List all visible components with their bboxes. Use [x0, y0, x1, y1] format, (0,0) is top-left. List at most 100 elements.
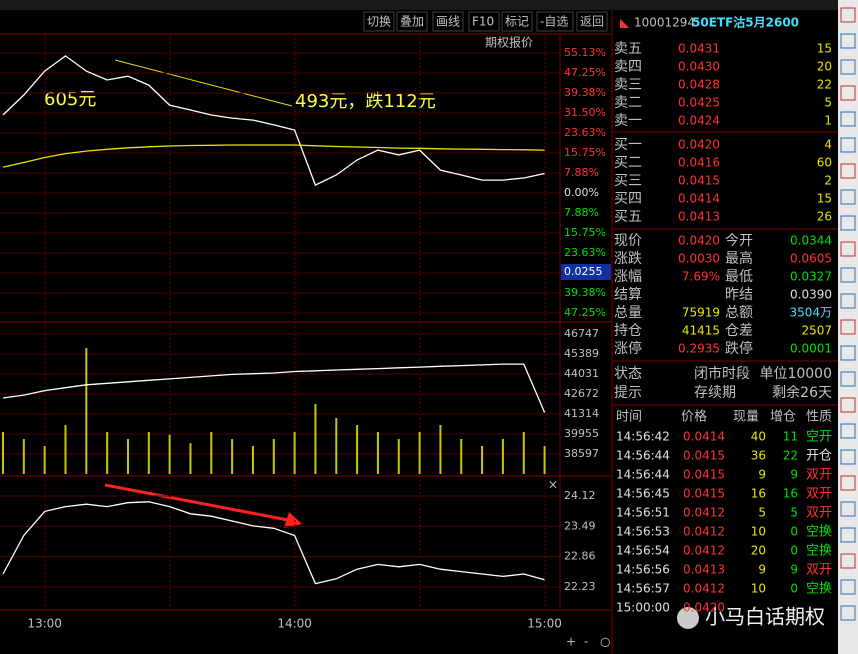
toolbar-button[interactable]: 画线	[436, 15, 460, 29]
book-price: 0.0415	[678, 174, 720, 188]
sidebar-icon[interactable]	[840, 7, 856, 23]
toolbar-button-frame[interactable]	[536, 11, 574, 32]
sidebar-icon[interactable]	[840, 267, 856, 283]
toolbar-button[interactable]: 切换	[367, 15, 391, 29]
arrow	[104, 483, 289, 522]
close-button[interactable]: ×	[548, 478, 558, 492]
trades-header: 性质	[806, 410, 832, 425]
toolbar-button-frame[interactable]	[396, 11, 428, 32]
sidebar-icon[interactable]	[840, 345, 856, 361]
y-tick-label: 23.49	[564, 519, 596, 532]
cursor-label: 0.0255	[564, 265, 603, 278]
toolbar-button[interactable]: 叠加	[400, 15, 424, 29]
sidebar-icon[interactable]	[840, 449, 856, 465]
sidebar-icon[interactable]	[840, 319, 856, 335]
sidebar-icon[interactable]	[840, 371, 856, 387]
volume-bar	[106, 432, 109, 474]
quote-value: 0.0001	[790, 342, 832, 356]
sidebar-icon[interactable]	[840, 553, 856, 569]
sidebar-icon[interactable]	[840, 241, 856, 257]
trade-cell: 14:56:44	[616, 449, 670, 463]
trade-cell: 5	[758, 506, 766, 520]
trade-cell: 0.0420	[683, 601, 725, 615]
sidebar-icon[interactable]	[840, 189, 856, 205]
volume-bar	[314, 404, 317, 474]
toolbar-button[interactable]: F10	[472, 15, 494, 29]
quote-label: 总额	[725, 305, 753, 321]
sidebar-icon[interactable]	[840, 605, 856, 621]
trade-cell: 空换	[806, 544, 832, 559]
trade-cell: 0	[790, 582, 798, 596]
volume-bar	[251, 446, 254, 474]
volume-bar	[335, 418, 338, 474]
toolbar-button-frame[interactable]	[432, 11, 464, 32]
trades-header: 增仓	[770, 410, 796, 425]
book-label: 卖一	[614, 113, 642, 129]
sidebar-icon[interactable]	[840, 293, 856, 309]
toolbar-button[interactable]: 返回	[580, 15, 604, 29]
sidebar-icon[interactable]	[840, 423, 856, 439]
panel-label: 期权报价	[485, 35, 533, 50]
book-price: 0.0428	[678, 78, 720, 92]
book-volume: 4	[824, 138, 832, 152]
trade-cell: 0.0414	[683, 430, 725, 444]
book-volume: 15	[817, 42, 832, 56]
reset[interactable]: ○	[600, 635, 610, 649]
trade-cell: 双开	[806, 563, 832, 578]
toolbar-button-frame[interactable]	[468, 11, 500, 32]
status-value: 单位10000	[759, 366, 832, 382]
book-volume: 15	[817, 192, 832, 206]
sidebar-icon[interactable]	[840, 163, 856, 179]
y-tick-label: 47.25%	[564, 306, 606, 319]
volume-bar	[64, 425, 67, 474]
sidebar-icon[interactable]	[840, 501, 856, 517]
quote-label: 最高	[725, 250, 753, 267]
y-tick-label: 23.63%	[564, 126, 606, 139]
toolbar-button[interactable]: -自选	[540, 15, 568, 29]
book-label: 卖五	[614, 41, 642, 57]
trade-cell: 0.0415	[683, 468, 725, 482]
y-tick-label: 24.12	[564, 489, 596, 502]
sidebar-icon[interactable]	[840, 397, 856, 413]
volume-bar	[293, 432, 296, 474]
zoom-in[interactable]: +	[566, 635, 576, 649]
trade-cell: 0.0413	[683, 563, 725, 577]
quote-label: 总量	[614, 305, 642, 321]
trade-cell: 0.0415	[683, 449, 725, 463]
sidebar-icon[interactable]	[840, 111, 856, 127]
quote-label: 结算	[614, 287, 642, 303]
trade-cell: 0.0412	[683, 544, 725, 558]
x-tick-label: 13:00	[27, 617, 62, 631]
trade-cell: 空开	[806, 430, 832, 445]
sidebar-icon[interactable]	[840, 33, 856, 49]
sidebar-icon[interactable]	[840, 85, 856, 101]
trade-cell: 0.0415	[683, 487, 725, 501]
sidebar-icon[interactable]	[840, 215, 856, 231]
quote-label: 跌停	[725, 340, 753, 357]
y-tick-label: 23.63%	[564, 246, 606, 259]
toolbar-button-frame[interactable]	[501, 11, 533, 32]
trade-cell: 双开	[806, 468, 832, 483]
volume-bar	[126, 439, 129, 474]
toolbar-button-frame[interactable]	[363, 11, 395, 32]
sidebar-icon[interactable]	[840, 59, 856, 75]
sidebar-icon[interactable]	[840, 475, 856, 491]
trade-cell: 9	[758, 563, 766, 577]
trade-cell: 14:56:51	[616, 506, 670, 520]
sidebar-icon[interactable]	[840, 137, 856, 153]
quote-label: 现价	[614, 233, 642, 249]
zoom-out[interactable]: -	[584, 635, 588, 649]
quote-value: 0.0390	[790, 288, 832, 302]
book-volume: 26	[817, 210, 832, 224]
book-price: 0.0420	[678, 138, 720, 152]
volume-bar	[439, 425, 442, 474]
y-tick-label: 0.00%	[564, 186, 599, 199]
toolbar-button[interactable]: 标记	[505, 15, 529, 29]
volume-bar	[189, 443, 192, 474]
toolbar-button-frame[interactable]	[576, 11, 608, 32]
sidebar-icon[interactable]	[840, 527, 856, 543]
sidebar-icon[interactable]	[840, 579, 856, 595]
book-label: 卖二	[614, 95, 642, 111]
price-line	[2, 55, 545, 186]
